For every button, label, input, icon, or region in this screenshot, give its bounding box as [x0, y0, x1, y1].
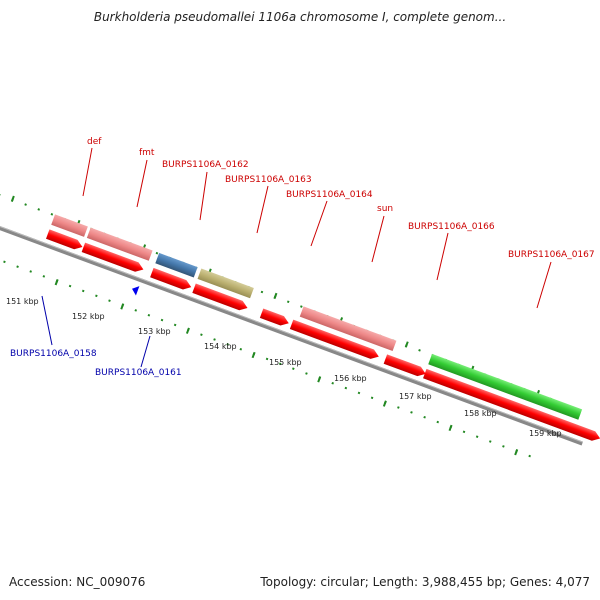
gene-labels-top — [82, 147, 552, 309]
gene-label-burps1106a-0163: BURPS1106A_0163 — [225, 175, 312, 185]
genome-stats: Topology: circular; Length: 3,988,455 bp… — [260, 575, 590, 589]
map-title: Burkholderia pseudomallei 1106a chromoso… — [93, 10, 507, 24]
accession-label: Accession: NC_009076 — [9, 575, 146, 589]
gene-label-burps1106a-0161: BURPS1106A_0161 — [95, 368, 182, 378]
scale-label: 153 kbp — [138, 327, 171, 336]
cds-arrow[interactable] — [423, 368, 600, 443]
gene-label-burps1106a-0158: BURPS1106A_0158 — [10, 349, 97, 359]
gene-burps1106a-0162[interactable] — [155, 252, 198, 278]
gene-burps1106a-0167[interactable] — [428, 353, 583, 420]
cds-arrow[interactable] — [150, 267, 193, 292]
scale-label: 151 kbp — [6, 297, 39, 306]
scale-label: 158 kbp — [464, 409, 497, 418]
scale-labels: 151 kbp 152 kbp 153 kbp 154 kbp 155 kbp … — [6, 297, 562, 438]
gene-burps1106a-0163[interactable] — [197, 268, 254, 299]
gene-label-fmt: fmt — [139, 148, 155, 158]
cds-arrow[interactable] — [383, 354, 428, 378]
scale-label: 157 kbp — [399, 392, 432, 401]
gene-sun[interactable] — [299, 306, 397, 352]
gene-fmt[interactable] — [86, 227, 153, 261]
gene-def[interactable] — [51, 214, 88, 237]
cds-arrow[interactable] — [192, 283, 249, 313]
gene-label-sun: sun — [377, 204, 393, 214]
lower-tick-row — [3, 260, 531, 458]
gene-label-def: def — [87, 137, 102, 147]
scale-label: 155 kbp — [269, 358, 302, 367]
chromosome-backbone — [0, 178, 583, 446]
cds-arrow[interactable] — [46, 229, 84, 251]
gene-label-burps1106a-0164: BURPS1106A_0164 — [286, 190, 373, 200]
cds-arrow[interactable] — [289, 319, 381, 362]
scale-label: 154 kbp — [204, 342, 237, 351]
gene-label-burps1106a-0166: BURPS1106A_0166 — [408, 222, 495, 232]
gene-label-burps1106a-0162: BURPS1106A_0162 — [162, 160, 249, 170]
gene-labels-bottom — [41, 295, 151, 368]
scale-label: 159 kbp — [529, 429, 562, 438]
gene-burps1106a-0161[interactable] — [130, 284, 140, 296]
gene-label-burps1106a-0167: BURPS1106A_0167 — [508, 250, 595, 260]
cds-arrow[interactable] — [81, 242, 145, 275]
scale-label: 156 kbp — [334, 374, 367, 383]
cds-arrow[interactable] — [259, 308, 291, 328]
scale-label: 152 kbp — [72, 312, 105, 321]
cds-arrow-row — [46, 229, 600, 443]
